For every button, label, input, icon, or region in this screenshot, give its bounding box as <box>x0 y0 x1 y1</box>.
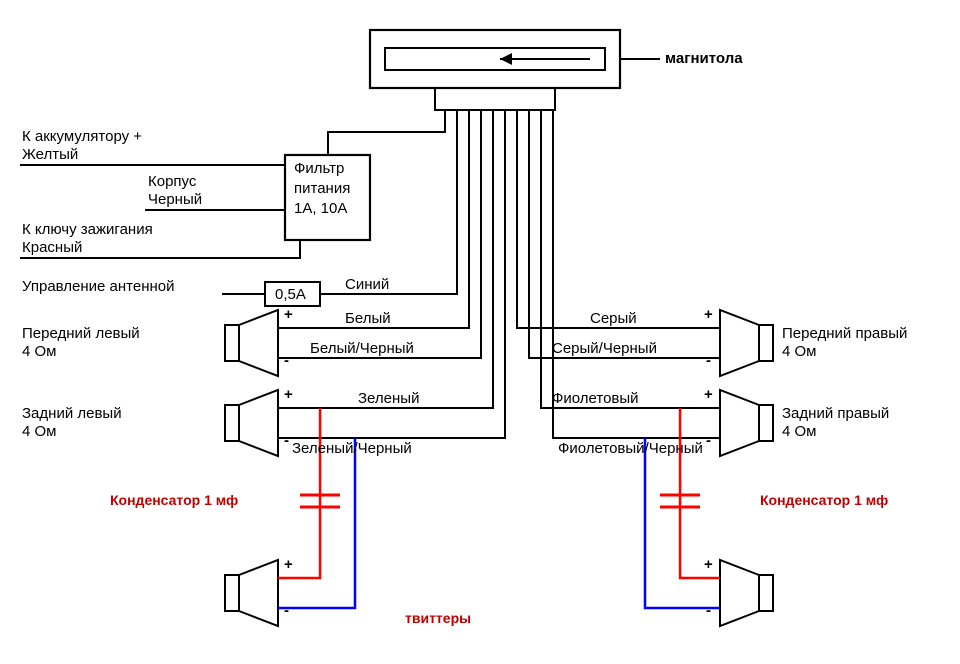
wire-white <box>278 122 469 328</box>
tl-plus: + <box>284 556 293 574</box>
wire-violet <box>541 122 720 408</box>
rr-l2: 4 Ом <box>782 423 817 441</box>
rr-l1: Задний правый <box>782 405 889 423</box>
wire-to-filter <box>328 110 445 155</box>
radio-label: магнитола <box>665 50 743 68</box>
left-cap-label: Конденсатор 1 мф <box>110 492 238 509</box>
antenna-label: Управление антенной <box>22 278 175 296</box>
wire-violet-label: Фиолетовый <box>552 390 639 408</box>
speaker-front-right <box>720 310 773 376</box>
speaker-rear-left <box>225 390 278 456</box>
ground-l2: Черный <box>148 191 202 209</box>
ignition-l1: К ключу зажигания <box>22 221 153 239</box>
ground-l1: Корпус <box>148 173 196 191</box>
tweeter-right <box>720 560 773 626</box>
wire-white-label: Белый <box>345 310 391 328</box>
wire-gray-black-label: Серый/Черный <box>552 340 657 358</box>
fr-plus: + <box>704 306 713 324</box>
rl-minus: - <box>284 432 289 450</box>
wire-green-label: Зеленый <box>358 390 419 408</box>
speaker-front-left <box>225 310 278 376</box>
right-red-wire <box>680 408 720 578</box>
fl-l1: Передний левый <box>22 325 140 343</box>
battery-l1: К аккумулятору + <box>22 128 142 146</box>
fl-l2: 4 Ом <box>22 343 57 361</box>
right-cap-label: Конденсатор 1 мф <box>760 492 888 509</box>
connector-block <box>435 88 555 110</box>
rr-plus: + <box>704 386 713 404</box>
fl-minus: - <box>284 352 289 370</box>
ignition-l2: Красный <box>22 239 82 257</box>
filter-l1: Фильтр <box>294 160 344 178</box>
filter-l2: питания <box>294 180 350 198</box>
fl-plus: + <box>284 306 293 324</box>
wire-gray-label: Серый <box>590 310 637 328</box>
tweeters-label: твиттеры <box>405 610 471 627</box>
fr-l2: 4 Ом <box>782 343 817 361</box>
right-blue-wire <box>645 438 720 608</box>
fuse-label: 0,5А <box>275 286 306 304</box>
wire-gray <box>517 122 720 328</box>
wire-violet-black-label: Фиолетовый/Черный <box>558 440 703 458</box>
filter-l3: 1А, 10А <box>294 200 347 218</box>
slot-arrow-head <box>500 53 512 65</box>
fr-minus: - <box>706 352 711 370</box>
rr-minus: - <box>706 432 711 450</box>
left-blue-wire <box>278 438 355 608</box>
fr-l1: Передний правый <box>782 325 907 343</box>
wire-green-black-label: Зеленый/Черный <box>292 440 412 458</box>
tr-plus: + <box>704 556 713 574</box>
rl-plus: + <box>284 386 293 404</box>
rl-l2: 4 Ом <box>22 423 57 441</box>
tr-minus: - <box>706 602 711 620</box>
tl-minus: - <box>284 602 289 620</box>
rl-l1: Задний левый <box>22 405 122 423</box>
wire-white-black-label: Белый/Черный <box>310 340 414 358</box>
battery-l2: Желтый <box>22 146 78 164</box>
wire-blue-label: Синий <box>345 276 389 294</box>
tweeter-left <box>225 560 278 626</box>
speaker-rear-right <box>720 390 773 456</box>
